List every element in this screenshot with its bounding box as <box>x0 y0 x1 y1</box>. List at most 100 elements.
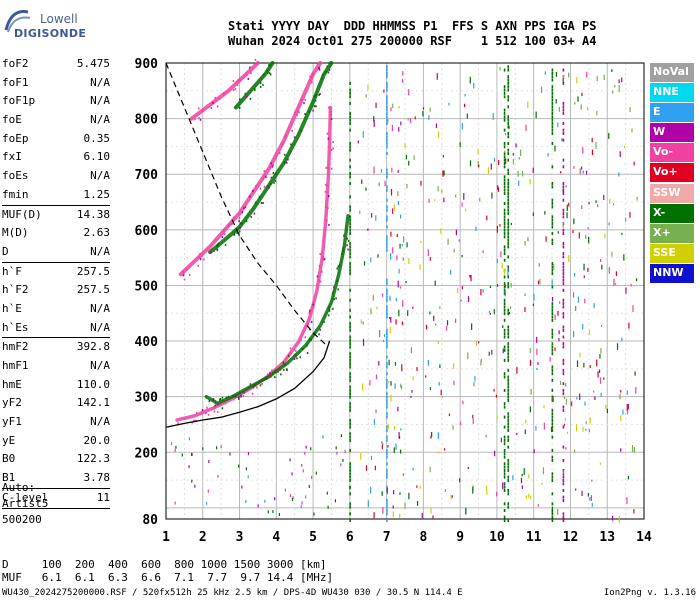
ionospheric-parameters: foF2 5.475 foF1 N/A foF1p N/A foE N/A foEp 0.35 fx… <box>2 55 110 509</box>
noise-point <box>349 342 351 346</box>
param-value: N/A <box>90 359 110 372</box>
echo-point <box>304 113 306 116</box>
noise-point <box>574 102 576 105</box>
echo-point <box>347 248 349 251</box>
noise-point <box>392 247 394 254</box>
noise-point <box>495 491 498 497</box>
noise-point <box>630 283 632 287</box>
echo-trace-o3 <box>189 61 260 121</box>
noise-point <box>532 212 534 217</box>
noise-point <box>551 262 554 266</box>
noise-point <box>503 208 506 212</box>
echo-point <box>328 223 330 226</box>
echo-point <box>268 64 270 67</box>
noise-point <box>208 459 210 463</box>
param-value: N/A <box>90 113 110 127</box>
noise-point <box>386 308 388 312</box>
noise-point <box>538 263 540 267</box>
noise-point <box>502 482 504 490</box>
noise-point <box>623 145 626 149</box>
echo-point <box>262 177 265 180</box>
noise-point <box>414 116 416 120</box>
echo-point <box>310 321 313 324</box>
noise-point <box>535 426 537 431</box>
noise-point <box>349 345 351 349</box>
noise-point <box>626 390 628 395</box>
noise-point <box>507 228 510 232</box>
noise-point <box>386 435 388 439</box>
noise-point <box>552 395 555 403</box>
noise-point <box>521 485 523 489</box>
noise-point <box>349 81 351 85</box>
echo-point <box>199 252 201 255</box>
param-value: 257.5 <box>76 264 110 278</box>
noise-point <box>349 148 351 152</box>
echo-point <box>225 396 228 399</box>
noise-point <box>565 383 567 387</box>
noise-point <box>507 465 510 469</box>
noise-point <box>536 367 538 371</box>
noise-point <box>507 78 510 82</box>
noise-point <box>562 408 565 412</box>
noise-point <box>433 315 435 321</box>
noise-point <box>562 215 565 219</box>
noise-point <box>609 199 611 204</box>
noise-point <box>397 191 399 196</box>
noise-point <box>503 455 506 459</box>
echo-point <box>287 354 290 357</box>
noise-point <box>247 475 249 479</box>
echo-point <box>223 228 226 231</box>
echo-point <box>312 72 314 75</box>
echo-point <box>274 370 276 373</box>
noise-point <box>175 445 177 449</box>
noise-point <box>578 232 580 239</box>
echo-point <box>324 206 327 209</box>
noise-point <box>507 182 510 186</box>
echo-point <box>266 185 269 188</box>
noise-point <box>620 390 622 393</box>
noise-point <box>551 428 554 432</box>
noise-point <box>465 507 467 515</box>
noise-point <box>390 381 392 386</box>
noise-point <box>398 432 400 439</box>
noise-point <box>389 326 391 334</box>
noise-point <box>551 215 554 219</box>
noise-point <box>386 452 388 456</box>
noise-point <box>434 280 436 286</box>
noise-point <box>395 443 397 451</box>
noise-point <box>229 452 231 456</box>
noise-point <box>410 347 413 353</box>
echo-point <box>239 98 241 101</box>
noise-point <box>386 338 388 342</box>
noise-point <box>562 362 565 366</box>
noise-point <box>627 404 629 410</box>
noise-point <box>629 107 631 112</box>
noise-point <box>427 249 429 257</box>
legend-item-vo-: Vo+ <box>650 163 694 183</box>
noise-point <box>456 287 459 294</box>
echo-point <box>245 95 248 98</box>
noise-point <box>495 394 498 398</box>
noise-point <box>619 393 621 400</box>
noise-point <box>386 138 388 142</box>
noise-point <box>561 138 563 142</box>
noise-point <box>504 150 506 153</box>
noise-point <box>393 425 396 430</box>
echo-point <box>221 236 224 239</box>
noise-point <box>503 388 506 392</box>
noise-point <box>349 95 351 99</box>
echo-point <box>232 89 235 92</box>
noise-point <box>386 101 388 105</box>
noise-point <box>616 343 619 350</box>
noise-point <box>349 175 351 179</box>
noise-point <box>524 429 526 435</box>
noise-point <box>562 425 565 429</box>
echo-point <box>195 411 198 414</box>
echo-point <box>238 220 240 223</box>
noise-point <box>507 378 510 382</box>
noise-point <box>412 376 414 381</box>
echo-point <box>327 206 329 209</box>
noise-point <box>566 212 568 219</box>
digisonde-logo: Lowell DIGISONDE <box>4 4 86 42</box>
